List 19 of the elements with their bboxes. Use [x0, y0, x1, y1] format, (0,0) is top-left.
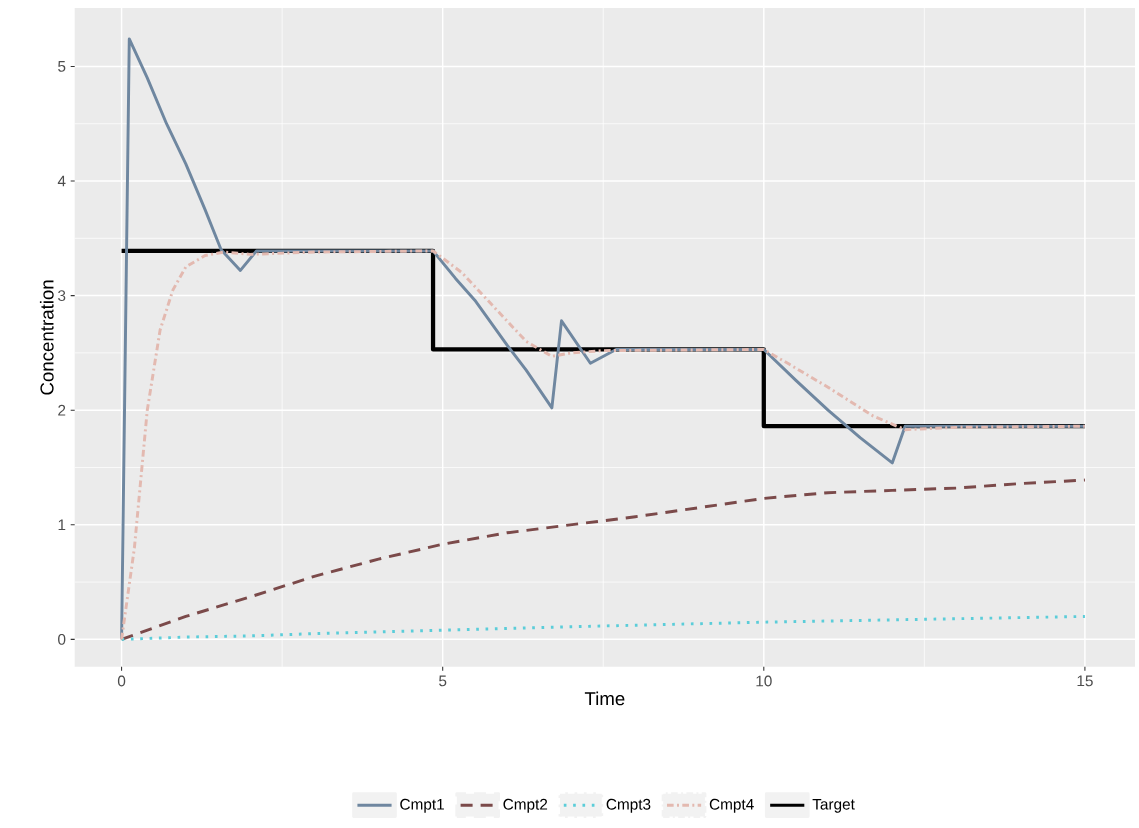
x-axis-title: Time	[584, 691, 625, 706]
y-tick-label: 1	[58, 519, 66, 530]
x-tick-label: 10	[756, 675, 772, 687]
x-tick-label: 15	[1077, 675, 1093, 687]
line-series	[120, 614, 1087, 641]
y-tick-label: 3	[58, 290, 66, 301]
y-tick-label: 5	[58, 60, 66, 72]
legend-label: Cmpt2	[503, 798, 548, 813]
y-tick-label: 4	[57, 175, 66, 187]
y-axis-title: Concentration	[39, 280, 54, 395]
legend-label: Cmpt1	[400, 798, 444, 813]
x-tick-label: 0	[117, 675, 126, 687]
legend-label: Target	[812, 798, 855, 813]
line-series	[120, 249, 1087, 641]
x-tick-label: 5	[439, 675, 447, 687]
legend-label: Cmpt3	[606, 798, 651, 813]
legend-label: Cmpt4	[709, 798, 754, 813]
y-tick-label: 2	[58, 404, 66, 416]
y-tick-label: 0	[58, 633, 66, 645]
